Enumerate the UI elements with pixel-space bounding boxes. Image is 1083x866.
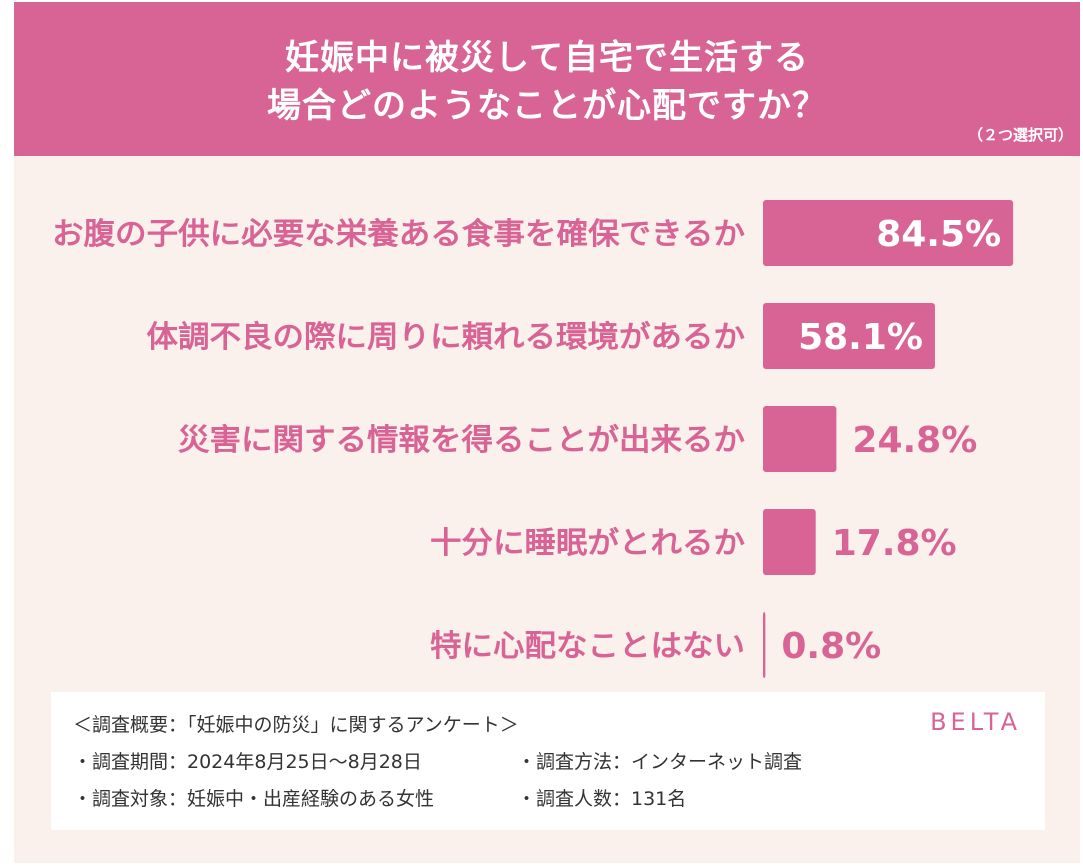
chart-title: 妊娠中に被災して自宅で生活する 場合どのようなことが心配ですか？ [14, 34, 1080, 130]
survey-target: ・調査対象：妊娠中・出産経験のある女性 [73, 788, 435, 810]
survey-count: ・調査人数：131名 [517, 788, 687, 810]
category-label: お腹の子供に必要な栄養ある食事を確保できるか [52, 217, 745, 252]
survey-summary: ＜調査概要：「妊娠中の防災」に関するアンケート＞ ・調査期間：2024年8月25… [51, 692, 1045, 830]
value-label: 24.8% [852, 420, 977, 461]
title-line-2: 場合どのようなことが心配ですか？ [267, 86, 827, 126]
header-banner [14, 2, 1080, 156]
category-label: 特に心配なことはない [430, 629, 745, 664]
bar [763, 303, 935, 369]
category-label: 十分に睡眠がとれるか [430, 526, 745, 561]
bar [763, 612, 766, 678]
value-label: 84.5% [876, 214, 1001, 255]
value-label: 58.1% [798, 317, 923, 358]
value-label: 17.8% [832, 523, 957, 564]
bar [763, 406, 837, 472]
bar [763, 200, 1014, 266]
bar [763, 509, 816, 575]
survey-period: ・調査期間：2024年8月25日～8月28日 [73, 751, 422, 773]
category-label: 災害に関する情報を得ることが出来るか [178, 423, 745, 458]
survey-method: ・調査方法：インターネット調査 [517, 751, 803, 773]
multi-select-note: （２つ選択可） [967, 126, 1073, 144]
title-line-1: 妊娠中に被災して自宅で生活する [285, 38, 809, 78]
category-label: 体調不良の際に周りに頼れる環境があるか [147, 320, 746, 355]
belta-logo: BELTA [930, 708, 1021, 736]
survey-title: ＜調査概要：「妊娠中の防災」に関するアンケート＞ [73, 714, 519, 736]
value-label: 0.8% [781, 626, 881, 667]
